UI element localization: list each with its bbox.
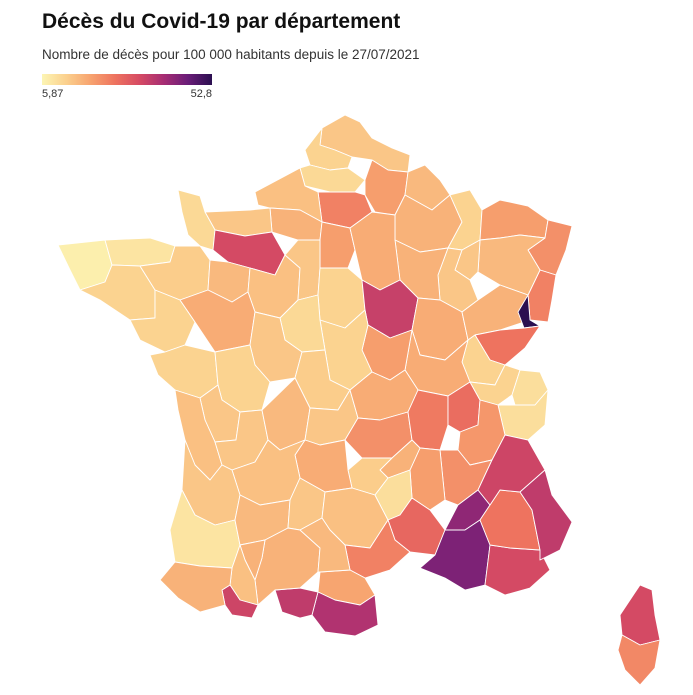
legend-gradient-bar <box>42 74 212 85</box>
legend-labels: 5,87 52,8 <box>42 88 212 102</box>
region-pyrenees-atlantiques[interactable] <box>159 561 233 613</box>
region-manche[interactable] <box>177 189 216 251</box>
color-legend: 5,87 52,8 <box>42 74 212 102</box>
region-vendee[interactable] <box>149 344 219 399</box>
region-alpes-maritimes[interactable] <box>519 469 573 561</box>
legend-max-label: 52,8 <box>190 88 212 100</box>
region-corse-du-sud[interactable] <box>617 634 661 686</box>
region-haute-corse[interactable] <box>619 584 661 646</box>
legend-min-label: 5,87 <box>42 88 64 100</box>
region-ariege[interactable] <box>274 587 319 619</box>
region-pyrenees-orientales[interactable] <box>311 591 379 637</box>
chart-title: Décès du Covid-19 par département <box>42 10 401 33</box>
chart-subtitle: Nombre de décès pour 100 000 habitants d… <box>42 47 420 62</box>
region-vosges[interactable] <box>477 234 546 296</box>
region-moselle[interactable] <box>479 199 549 241</box>
region-hautes-pyrenees[interactable] <box>221 584 259 619</box>
region-loire[interactable] <box>407 389 449 451</box>
region-cotes-d-armor[interactable] <box>104 237 176 267</box>
region-tarn[interactable] <box>299 517 351 573</box>
